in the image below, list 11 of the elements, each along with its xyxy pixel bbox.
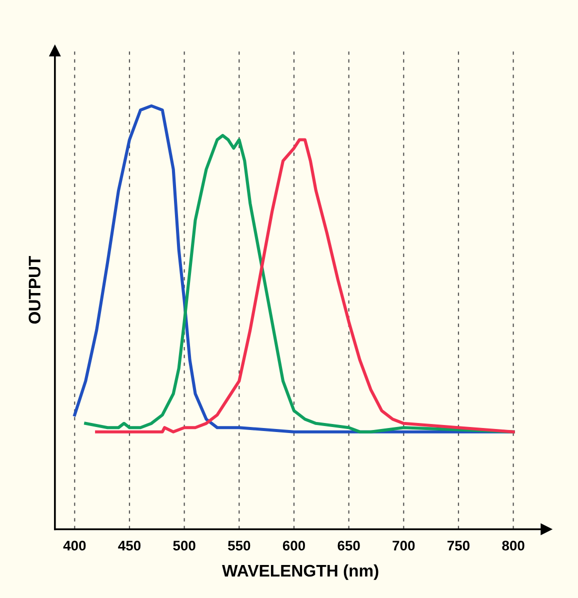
y-axis-title: OUTPUT: [28, 256, 41, 324]
x-tick-label: 600: [282, 540, 305, 551]
x-tick-label: 450: [118, 540, 140, 551]
x-axis-title: WAVELENGTH (nm): [222, 564, 378, 580]
x-tick-label: 650: [338, 540, 360, 551]
x-tick-label: 750: [447, 540, 470, 551]
x-tick-label: 700: [392, 540, 415, 551]
x-tick-label: 800: [502, 540, 524, 551]
x-tick-label: 500: [173, 540, 196, 551]
x-tick-label: 550: [228, 540, 250, 551]
x-tick-label: 400: [63, 540, 86, 551]
